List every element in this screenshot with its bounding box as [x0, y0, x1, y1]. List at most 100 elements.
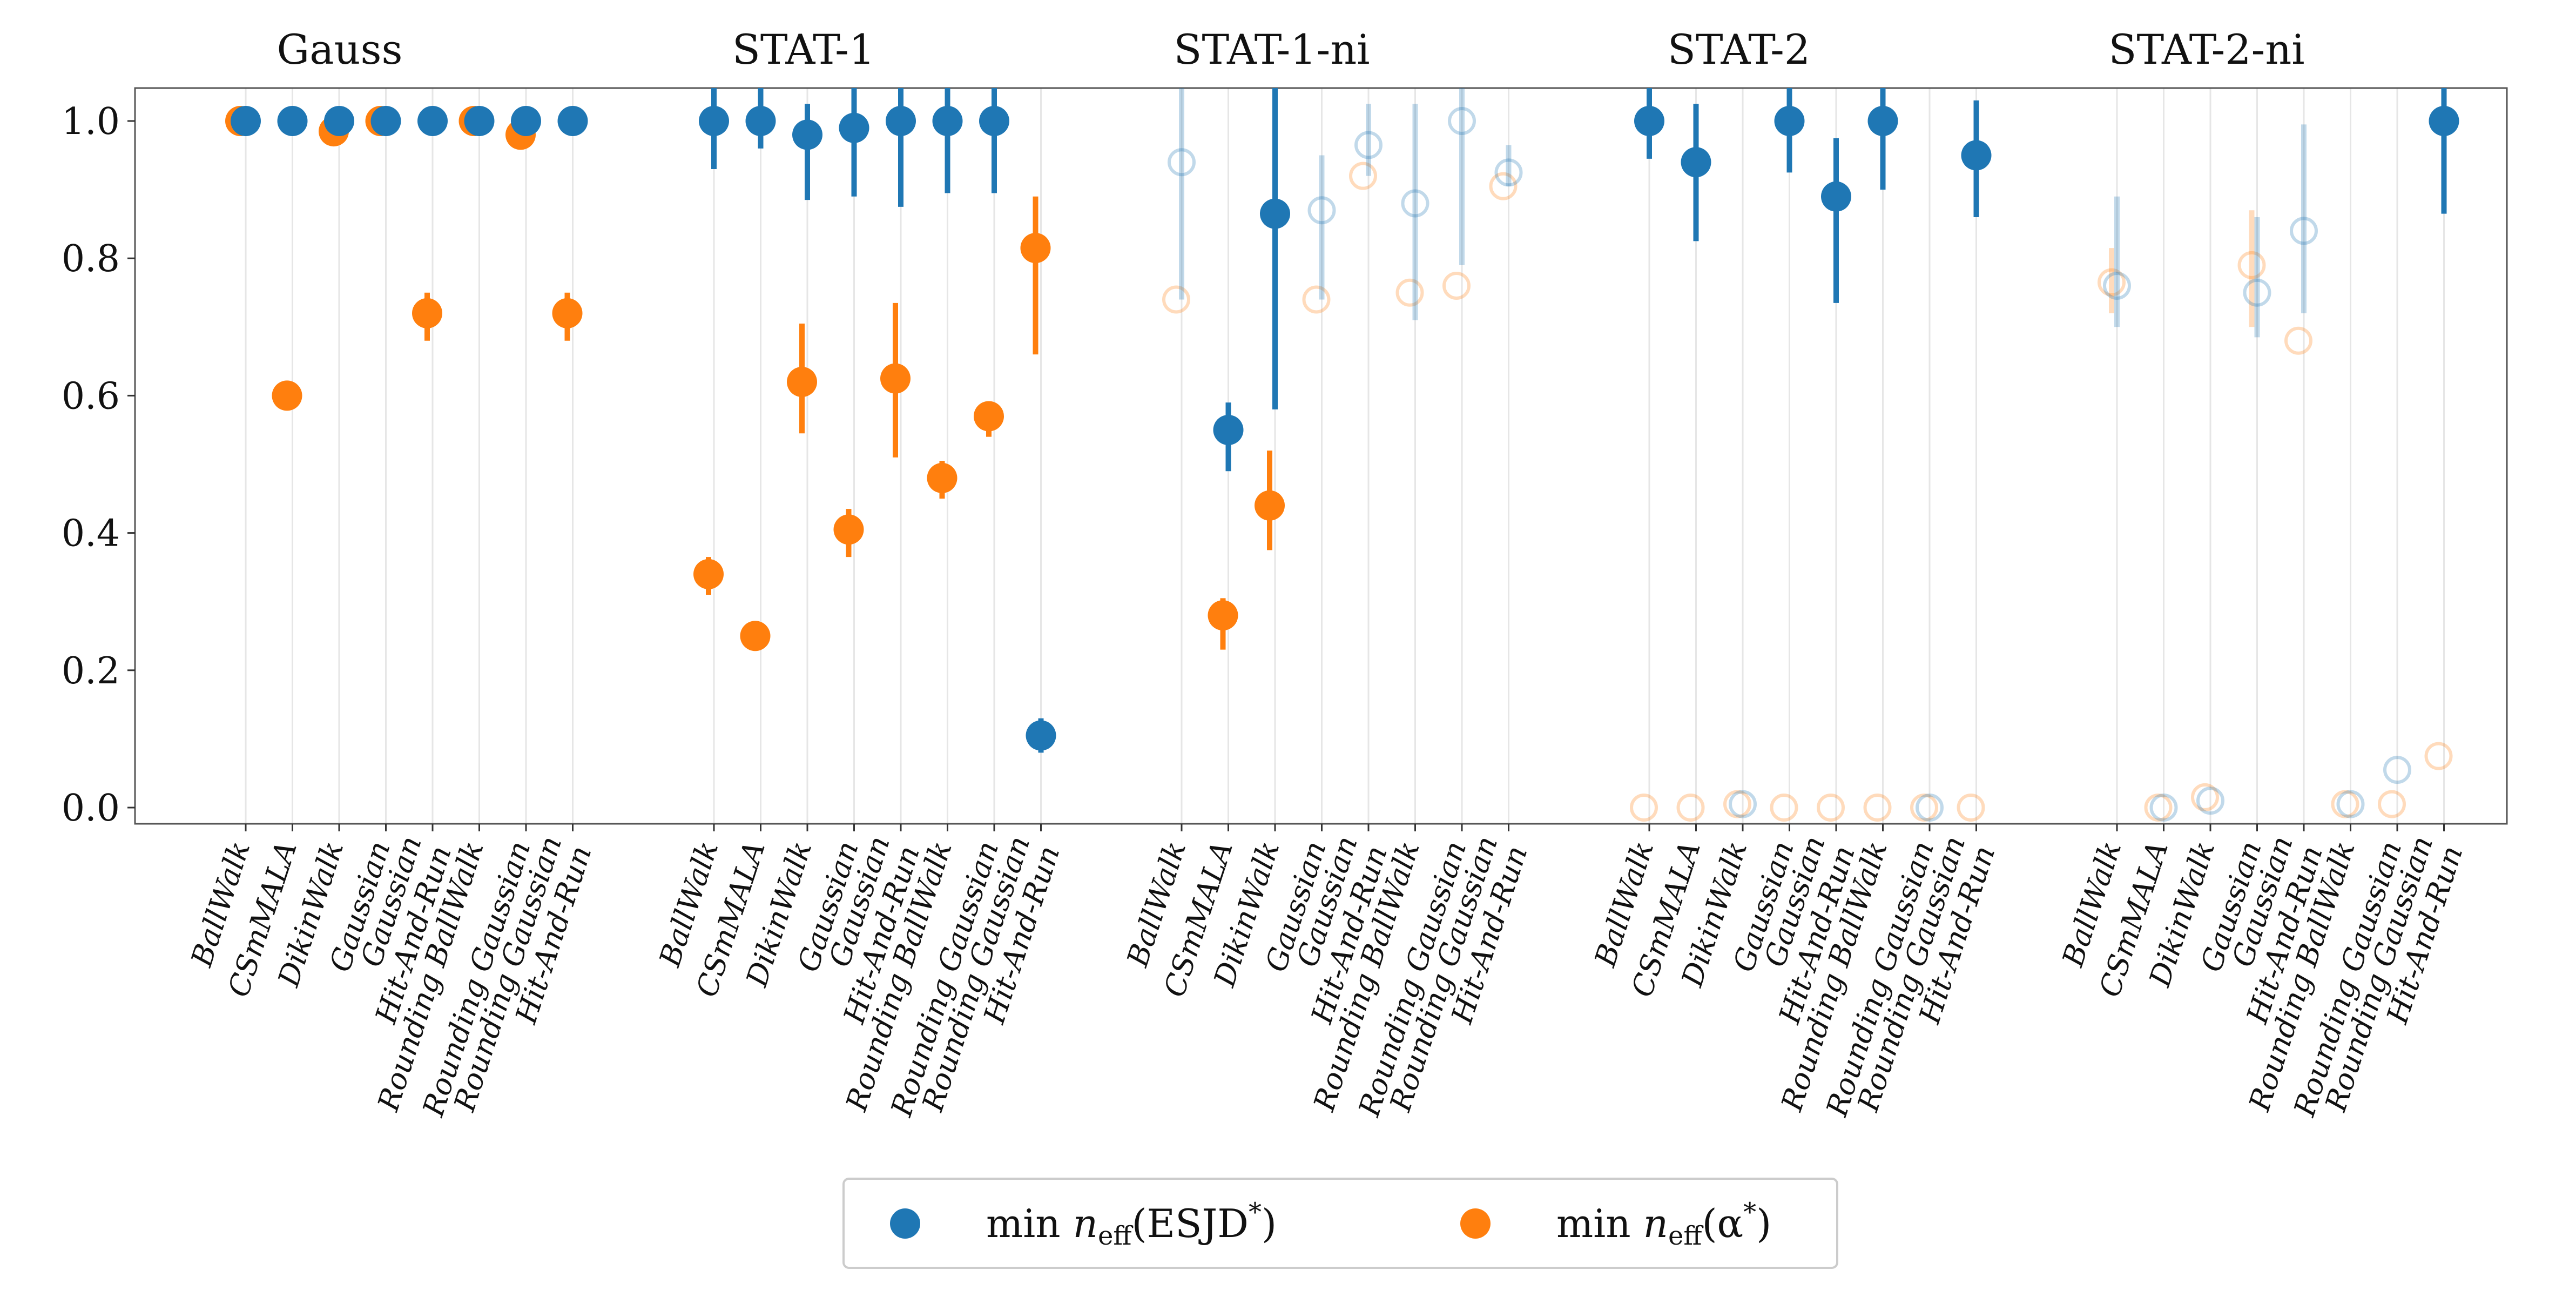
alpha-point: [1957, 794, 1985, 822]
alpha-point: [2331, 790, 2359, 818]
legend-label-close: ): [1756, 1201, 1771, 1246]
alpha-point: [1817, 794, 1845, 822]
alpha-point: [1395, 278, 1424, 307]
group-titles: Gauss STAT-1 STAT-1-ni STAT-2 STAT-2-ni: [277, 25, 2305, 73]
y-tick-label: 0.0: [62, 787, 120, 830]
esjd-point: [1354, 131, 1383, 159]
esjd-point: [2196, 787, 2224, 815]
alpha-point: [1349, 162, 1377, 190]
alpha-point: [1489, 172, 1518, 200]
alpha-point: [2237, 251, 2266, 279]
alpha-point: [1723, 790, 1751, 818]
legend-label-superscript: *: [1249, 1197, 1262, 1227]
alpha-point: [1302, 285, 1331, 314]
y-tick-label: 0.6: [62, 375, 120, 418]
esjd-point: [2336, 790, 2365, 818]
legend: min neff(ESJD*) min neff(α*): [842, 1178, 1838, 1269]
group-title-gauss: Gauss: [277, 25, 403, 73]
esjd-point: [745, 106, 776, 136]
esjd-point: [1307, 196, 1336, 225]
legend-label-subscript: eff: [1668, 1221, 1703, 1251]
esjd-point: [1401, 189, 1429, 218]
y-tick-label: 0.8: [62, 238, 120, 280]
alpha-point: [2191, 783, 2219, 811]
esjd-point: [324, 106, 354, 136]
esjd-point: [557, 106, 588, 136]
esjd-point: [1168, 148, 1196, 177]
esjd-point: [2243, 278, 2271, 307]
alpha-point: [1630, 794, 1658, 822]
y-axis: 0.0 0.2 0.4 0.6 0.8 1.0: [62, 100, 135, 830]
alpha-point: [833, 514, 864, 545]
y-tick-label: 0.2: [62, 650, 120, 693]
alpha-point: [740, 621, 771, 651]
esjd-point: [839, 112, 869, 143]
alpha-point: [1208, 600, 1238, 631]
alpha-point: [1020, 233, 1051, 264]
esjd-point: [1916, 794, 1944, 822]
alpha-point: [880, 363, 911, 394]
group-title-stat-1: STAT-1: [732, 25, 875, 73]
alpha-point: [272, 380, 302, 411]
alpha-point: [1676, 794, 1705, 822]
y-tick-label: 0.4: [62, 513, 120, 555]
legend-label-superscript: *: [1743, 1197, 1756, 1227]
esjd-point: [1961, 140, 1992, 171]
alpha-point: [1255, 490, 1285, 521]
esjd-point: [417, 106, 448, 136]
legend-label-prefix: min: [1556, 1201, 1643, 1246]
esjd-point: [231, 106, 261, 136]
esjd-point: [370, 106, 401, 136]
alpha-point: [412, 298, 442, 328]
legend-label-argument: (ESJD: [1131, 1201, 1249, 1246]
alpha-point: [1770, 794, 1798, 822]
legend-label: min neff(ESJD*): [986, 1197, 1277, 1251]
esjd-point: [1867, 106, 1898, 136]
alpha-point: [552, 298, 583, 328]
alpha-point: [1910, 794, 1938, 822]
legend-label: min neff(α*): [1556, 1197, 1771, 1251]
alpha-point: [1442, 272, 1471, 300]
alpha-point: [1863, 794, 1892, 822]
legend-frame: [842, 1178, 1838, 1269]
esjd-point: [1774, 106, 1805, 136]
esjd-point: [1448, 107, 1476, 135]
alpha-point: [1162, 285, 1190, 314]
esjd-point: [1026, 720, 1056, 751]
legend-label-prefix: min: [986, 1201, 1073, 1246]
legend-marker: [890, 1208, 920, 1239]
esjd-point: [792, 119, 822, 150]
alpha-point: [927, 462, 957, 493]
esjd-point: [932, 106, 963, 136]
esjd-point: [2290, 217, 2318, 245]
esjd-point: [464, 106, 495, 136]
esjd-point: [2103, 272, 2131, 300]
alpha-point: [693, 559, 724, 589]
esjd-point: [1729, 790, 1757, 818]
esjd-point: [1681, 147, 1711, 178]
esjd-point: [1821, 181, 1851, 212]
alpha-point: [2144, 794, 2173, 822]
group-title-stat-2-ni: STAT-2-ni: [2108, 25, 2304, 73]
x-axis-method-labels: BallWalkCSmMALADikinWalkGaussianGaussian…: [184, 824, 2469, 1121]
y-tick-label: 1.0: [62, 100, 120, 143]
esjd-point: [2383, 756, 2411, 784]
legend-label-argument: (α: [1702, 1201, 1743, 1246]
esjd-point: [979, 106, 1009, 136]
vertical-gridlines: [245, 88, 2445, 824]
esjd-point: [2149, 794, 2178, 822]
legend-label-subscript: eff: [1098, 1221, 1133, 1251]
esjd-point: [1213, 414, 1244, 445]
data-marks: [225, 88, 2459, 822]
alpha-point: [2098, 268, 2126, 297]
esjd-point: [1634, 106, 1664, 136]
esjd-point: [277, 106, 308, 136]
alpha-point: [2424, 742, 2453, 770]
group-title-stat-1-ni: STAT-1-ni: [1174, 25, 1370, 73]
esjd-point: [886, 106, 916, 136]
alpha-point: [974, 401, 1004, 432]
legend-label-symbol: n: [1073, 1201, 1098, 1246]
esjd-point: [2429, 106, 2459, 136]
